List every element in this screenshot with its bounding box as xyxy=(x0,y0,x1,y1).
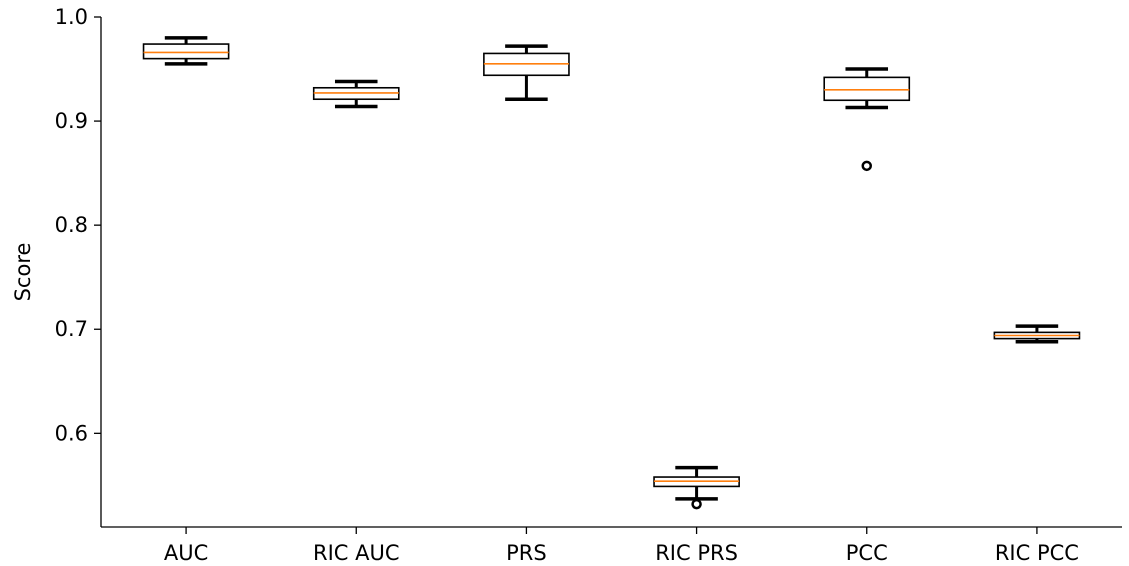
x-tick-label: RIC AUC xyxy=(313,541,400,565)
x-tick-label: PCC xyxy=(846,541,888,565)
y-axis-ticks: 0.6 0.7 0.8 0.9 1.0 xyxy=(55,5,101,445)
box-ric-auc xyxy=(312,79,400,109)
box-ric-pcc xyxy=(993,324,1081,344)
y-tick-label: 0.8 xyxy=(55,213,88,237)
outlier-point xyxy=(691,498,702,510)
box-auc xyxy=(142,36,230,66)
iqr-box xyxy=(142,43,230,60)
y-tick-label: 0.6 xyxy=(55,421,88,445)
x-tick-label: RIC PRS xyxy=(655,541,738,565)
y-tick-label: 0.9 xyxy=(55,109,88,133)
x-axis-ticks: AUC RIC AUC PRS RIC PRS PCC RIC PCC xyxy=(164,527,1079,565)
box-prs xyxy=(483,44,570,101)
box-pcc xyxy=(823,67,911,172)
box-series xyxy=(142,36,1081,510)
box-ric-prs xyxy=(653,465,740,510)
x-tick-label: PRS xyxy=(506,541,547,565)
y-tick-label: 0.7 xyxy=(55,317,88,341)
outlier-point xyxy=(861,160,872,172)
iqr-box xyxy=(823,76,911,102)
x-tick-label: RIC PCC xyxy=(995,541,1079,565)
y-tick-label: 1.0 xyxy=(55,5,88,29)
y-axis-title: Score xyxy=(11,243,35,302)
x-tick-label: AUC xyxy=(164,541,208,565)
